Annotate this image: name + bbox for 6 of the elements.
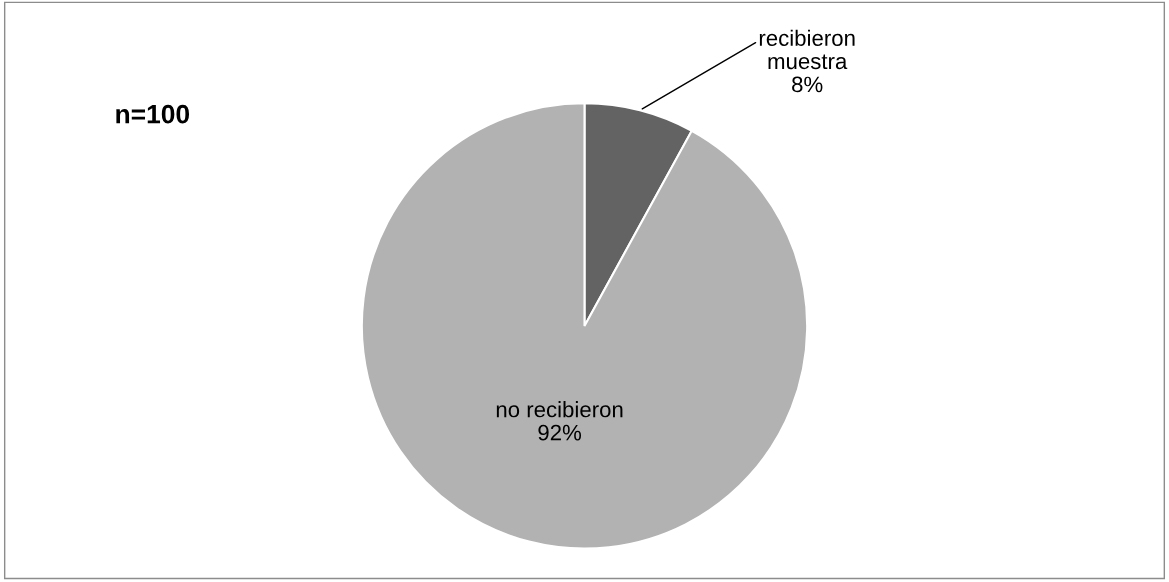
data-label: 92% — [538, 424, 582, 441]
text: n=100 — [116, 104, 190, 124]
pie-slice — [360, 102, 809, 550]
slice-label: no recibieron — [496, 401, 623, 418]
slice-label: recibieron muestra — [759, 29, 855, 70]
data-label: 8% — [792, 76, 823, 93]
